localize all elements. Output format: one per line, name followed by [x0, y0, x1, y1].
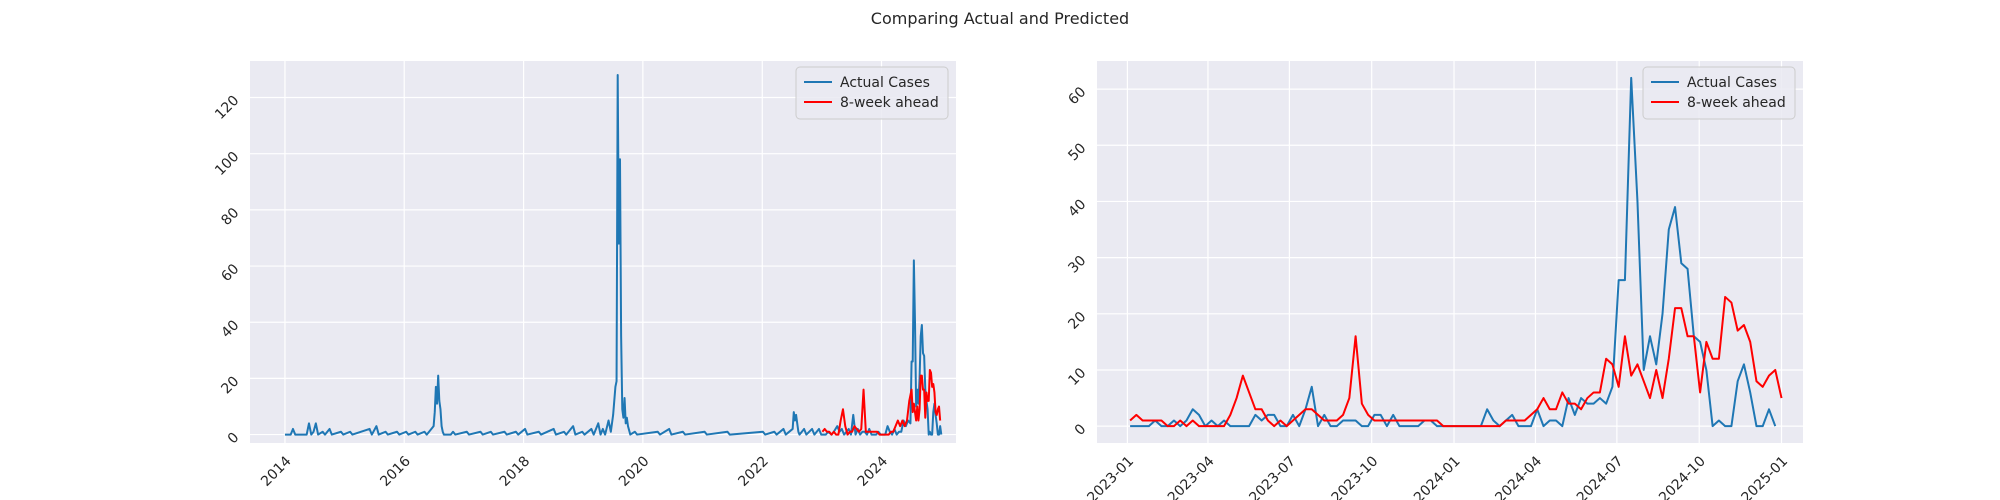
y-tick-label: 40: [218, 317, 242, 341]
y-tick-label: 20: [1065, 309, 1089, 333]
legend-label: Actual Cases: [1687, 75, 1777, 91]
x-tick-label: 2020: [616, 453, 653, 490]
legend-label: 8-week ahead: [1687, 95, 1786, 111]
x-tick-label: 2024-07: [1574, 453, 1627, 500]
y-tick-label: 80: [218, 205, 242, 229]
series-line-actual-cases: [284, 74, 943, 436]
plot-area: [250, 61, 956, 443]
legend: Actual Cases 8-week ahead: [795, 66, 949, 120]
y-tick-label: 50: [1065, 140, 1089, 164]
x-tick-label: 2025-01: [1739, 453, 1792, 500]
x-tick-label: 2016: [377, 453, 414, 490]
y-tick-label: 10: [1065, 365, 1089, 389]
x-tick-label: 2024: [855, 453, 892, 490]
x-tick-label: 2018: [497, 453, 534, 490]
y-tick-label: 60: [1065, 84, 1089, 108]
x-tick-label: 2024-04: [1492, 453, 1545, 500]
x-tick-label: 2023-01: [1084, 453, 1137, 500]
y-tick-label: 30: [1065, 253, 1089, 277]
x-tick-label: 2023-04: [1165, 453, 1218, 500]
y-tick-label: 0: [1072, 421, 1090, 439]
chart-left: 0 20 40 60 80 100 120 2014 2016 2018 2020 2022 2024 A…: [212, 61, 956, 490]
legend-box: [795, 66, 949, 120]
series-line-8-week-ahead: [821, 368, 942, 436]
series-line-8-week-ahead: [1129, 295, 1783, 428]
x-tick-label: 2024-10: [1656, 453, 1709, 500]
y-tick-label: 0: [225, 430, 243, 448]
x-tick-label: 2014: [258, 453, 295, 490]
legend: Actual Cases 8-week ahead: [1642, 66, 1796, 120]
y-tick-label: 120: [212, 93, 242, 123]
legend-label: 8-week ahead: [840, 95, 939, 111]
y-tick-label: 40: [1065, 196, 1089, 220]
x-tick-label: 2024-01: [1411, 453, 1464, 500]
x-tick-label: 2022: [735, 453, 772, 490]
y-tick-label: 100: [212, 149, 242, 179]
figure-title: Comparing Actual and Predicted: [871, 9, 1129, 28]
chart-right: 0 10 20 30 40 50 60 2023-01 2023-04 2023-07 2023-1…: [1065, 61, 1803, 500]
y-tick-label: 60: [218, 261, 242, 285]
x-tick-label: 2023-07: [1246, 453, 1299, 500]
x-tick-label: 2023-10: [1329, 453, 1382, 500]
y-tick-label: 20: [218, 373, 242, 397]
legend-box: [1642, 66, 1796, 120]
legend-label: Actual Cases: [840, 75, 930, 91]
plot-area: [1097, 61, 1803, 443]
